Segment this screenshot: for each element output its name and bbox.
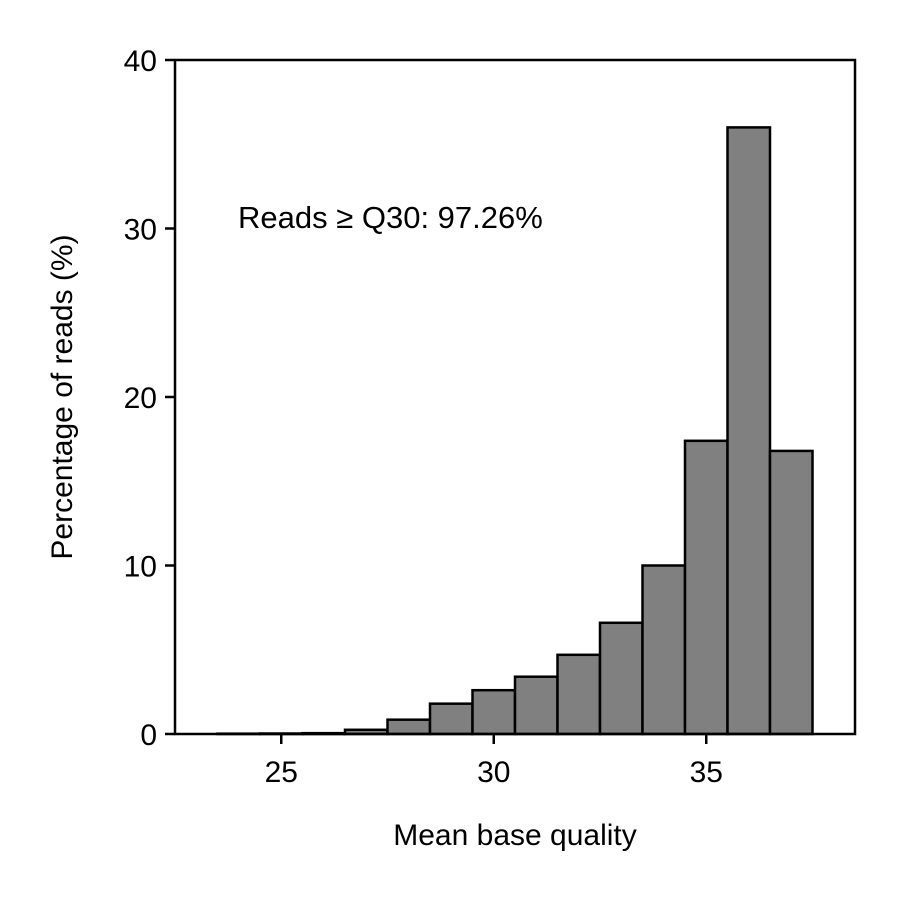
histogram-bar-33: [598, 621, 644, 736]
histogram-bar-37: [768, 449, 814, 736]
x-tick-label: 30: [477, 756, 510, 789]
y-tick-label: 30: [124, 214, 157, 247]
histogram-bar-32: [556, 653, 602, 736]
histogram-bar-35: [683, 439, 729, 736]
x-tick-label: 35: [690, 756, 723, 789]
histogram-bar-31: [513, 675, 559, 736]
histogram-bar-30: [471, 688, 517, 736]
q30-annotation: Reads ≥ Q30: 97.26%: [238, 200, 543, 235]
histogram-bar-34: [641, 564, 687, 736]
histogram-bar-29: [428, 702, 474, 736]
x-tick-label: 25: [265, 756, 298, 789]
y-tick-label: 0: [140, 719, 157, 752]
histogram-bar-28: [386, 718, 432, 736]
y-axis: 0 10 20 30 40: [124, 45, 175, 752]
y-tick-label: 10: [124, 551, 157, 584]
x-axis-label: Mean base quality: [393, 819, 637, 852]
histogram-bar-36: [726, 126, 772, 736]
bars-group: [216, 126, 814, 736]
y-tick-label: 20: [124, 382, 157, 415]
x-axis: 25 30 35: [265, 734, 723, 789]
y-axis-label: Percentage of reads (%): [46, 234, 79, 559]
y-tick-label: 40: [124, 45, 157, 78]
plot-frame: [173, 58, 857, 736]
